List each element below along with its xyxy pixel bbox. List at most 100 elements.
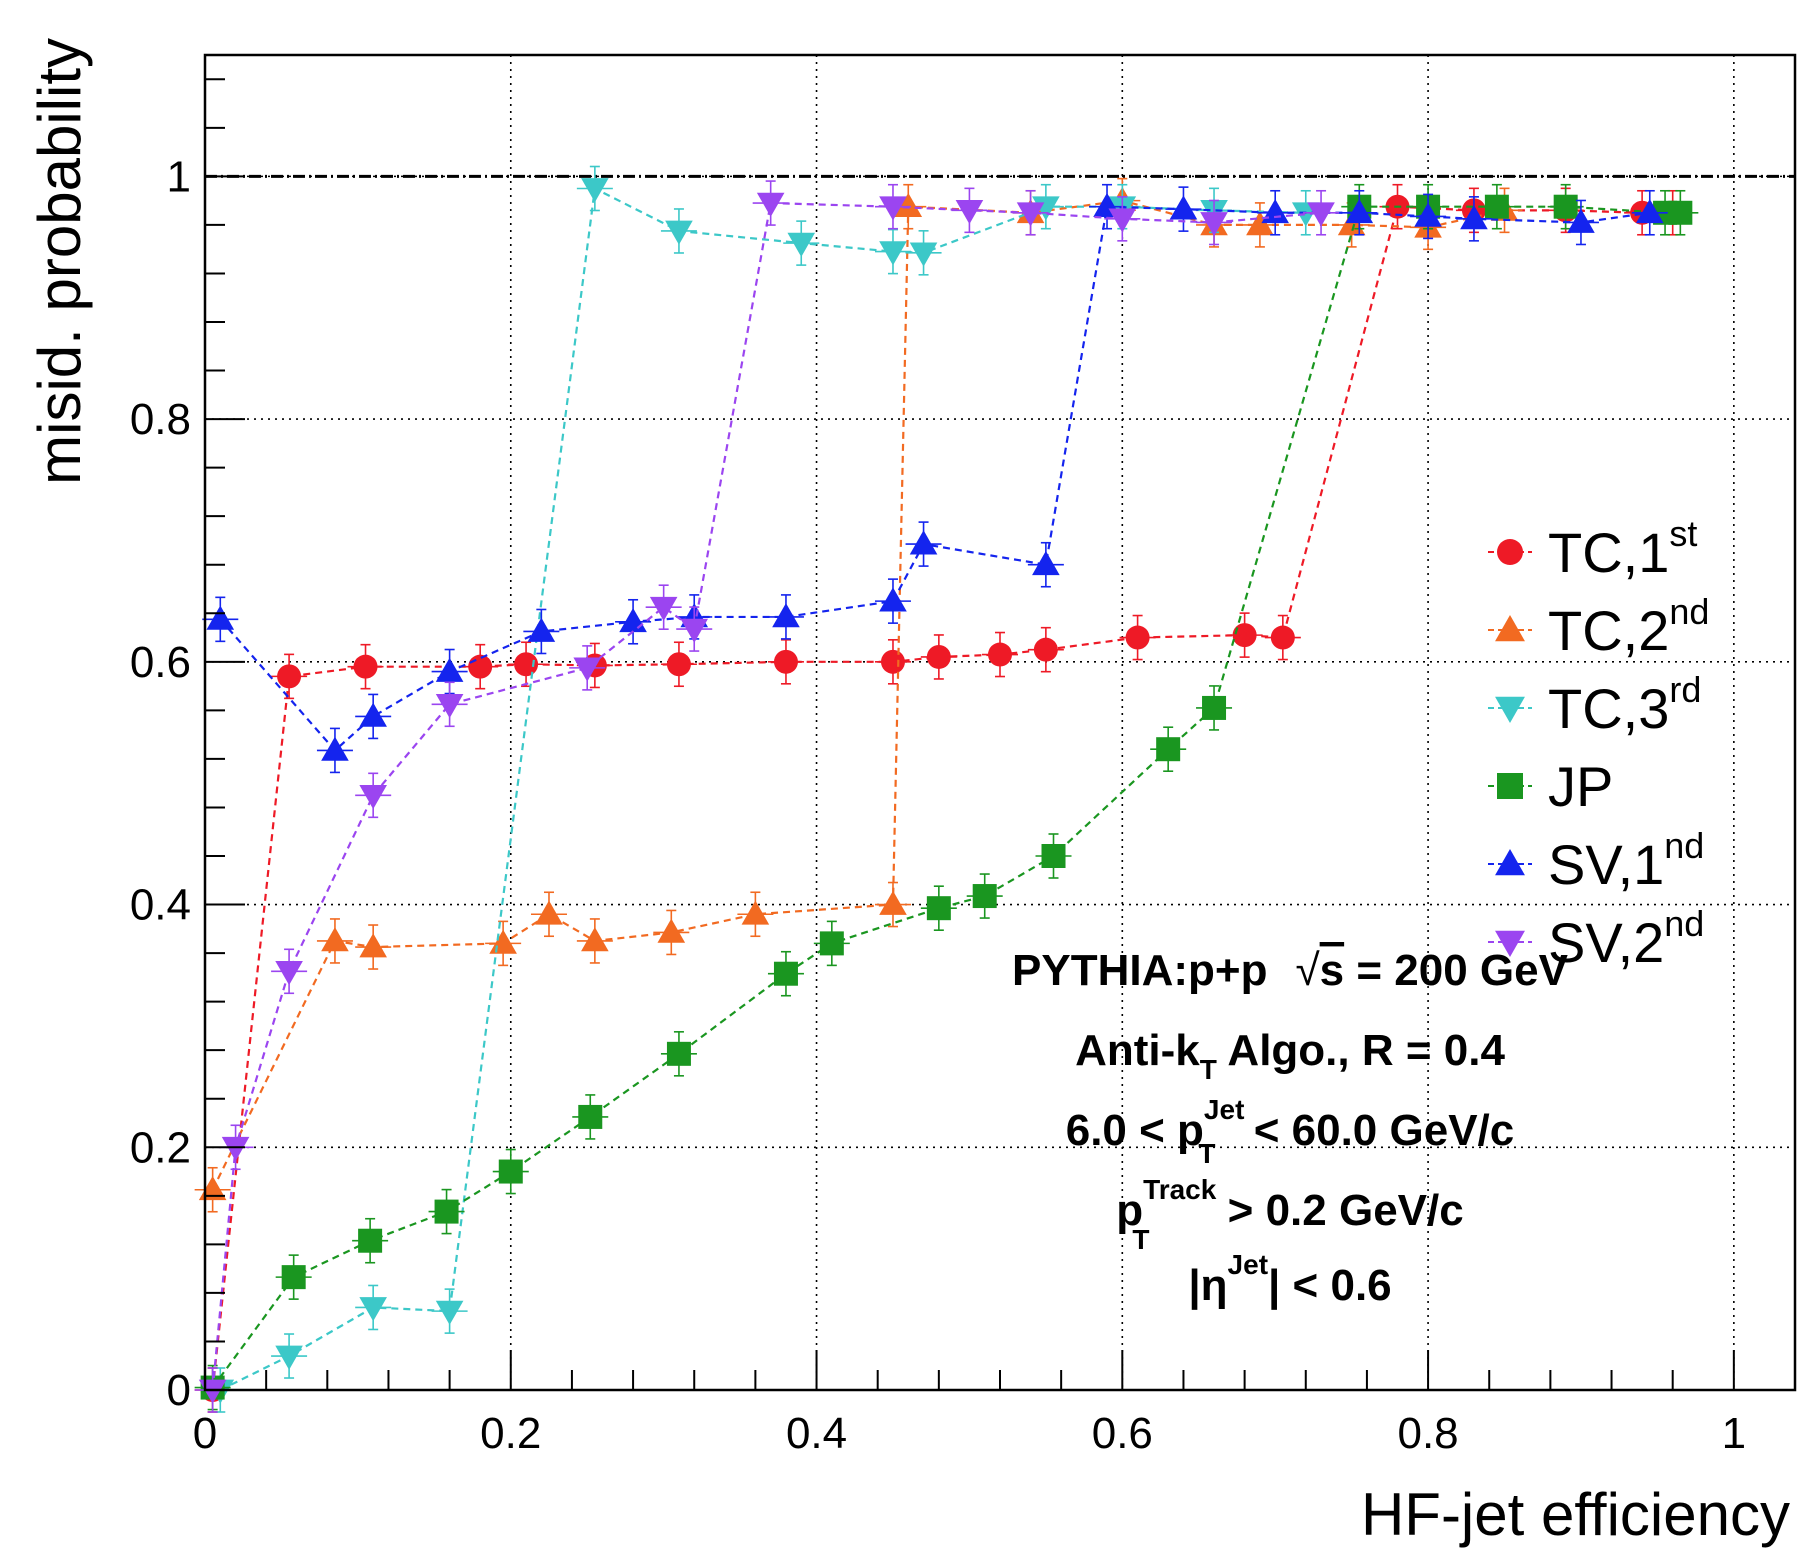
data-point	[955, 199, 984, 225]
data-point	[581, 178, 609, 203]
x-axis-label: HF-jet efficiency	[1361, 1481, 1790, 1548]
data-point	[1553, 194, 1578, 219]
legend-marker	[1495, 930, 1525, 957]
series-layer	[194, 165, 1699, 1413]
data-point	[514, 652, 539, 677]
data-point	[1016, 202, 1045, 227]
x-tick-label: 0.4	[786, 1409, 847, 1458]
data-point	[578, 1104, 603, 1129]
series-sv-1-nd	[202, 183, 1668, 774]
data-point	[1169, 195, 1198, 220]
data-point	[1032, 196, 1060, 221]
series-sv-2-nd	[194, 180, 1340, 1413]
series-tc-1-st	[194, 183, 1691, 1413]
data-point	[435, 1300, 464, 1325]
data-point	[1460, 205, 1488, 230]
data-point	[1200, 212, 1228, 237]
x-tick-label: 0.6	[1092, 1409, 1153, 1458]
data-point	[879, 890, 907, 915]
data-point	[1270, 625, 1295, 650]
data-point	[527, 617, 556, 642]
legend-entry-jp: JP	[1488, 755, 1613, 818]
data-point	[359, 1297, 387, 1322]
data-point	[359, 933, 387, 958]
data-point	[468, 654, 493, 679]
data-point	[665, 220, 693, 245]
x-tick-label: 1	[1722, 1409, 1746, 1458]
sqrt-s: s	[1320, 946, 1344, 995]
tick-labels: 0 0.2 0.4 0.6 0.8 1 0 0.2 0.4 0.6 0.8 1	[130, 152, 1746, 1458]
legend-entry-tc-2-nd: TC,2nd	[1488, 591, 1709, 662]
data-point	[1032, 550, 1060, 576]
data-point	[666, 652, 691, 677]
legend-label: JP	[1548, 755, 1613, 818]
series-line-sv-2-nd	[211, 201, 1322, 1391]
data-point	[1484, 194, 1509, 219]
legend-entry-tc-1-st: TC,1st	[1488, 513, 1697, 584]
data-point	[435, 657, 464, 682]
data-point	[1414, 202, 1442, 227]
data-point	[880, 649, 905, 674]
data-point	[909, 530, 938, 555]
legend-entry-sv-2-nd: SV,2nd	[1488, 903, 1704, 974]
data-point	[281, 1265, 306, 1290]
data-point	[909, 242, 938, 267]
data-point	[1345, 198, 1374, 224]
legend-marker	[1497, 539, 1523, 565]
data-point	[206, 605, 235, 630]
annotation-line-5: |ηJet| < 0.6	[1188, 1249, 1391, 1311]
data-point	[926, 896, 951, 921]
legend-marker	[1495, 849, 1525, 876]
series-line-sv-1-nd	[219, 205, 1650, 752]
data-point	[275, 960, 303, 986]
legend-label: TC,3rd	[1548, 669, 1701, 740]
data-point	[434, 1199, 459, 1224]
data-point	[772, 603, 800, 628]
data-point	[1246, 211, 1274, 236]
annotation-block: PYTHIA:p+p √s = 200 GeV Anti-kT Algo., R …	[1012, 946, 1569, 1311]
series-jp	[194, 183, 1699, 1411]
legend-label: SV,1nd	[1548, 825, 1704, 896]
data-point	[353, 654, 378, 679]
legend-entry-tc-3-rd: TC,3rd	[1488, 669, 1701, 740]
data-point	[879, 196, 907, 221]
data-point	[1202, 695, 1227, 720]
data-point	[275, 1345, 303, 1370]
data-point	[321, 927, 349, 952]
sqrt-symbol: √	[1295, 946, 1320, 995]
data-point	[741, 900, 770, 925]
legend-marker	[1497, 773, 1523, 799]
data-point	[359, 702, 387, 727]
data-point	[926, 644, 951, 669]
data-point	[1232, 623, 1257, 648]
data-point	[1108, 208, 1137, 233]
legend-entry-sv-1-nd: SV,1nd	[1488, 825, 1704, 896]
data-point	[1125, 625, 1150, 650]
legend-label: TC,2nd	[1548, 591, 1709, 662]
data-point	[359, 784, 387, 810]
data-point	[879, 241, 907, 266]
data-point	[894, 192, 923, 218]
data-point	[573, 657, 602, 682]
data-point	[756, 192, 785, 217]
x-tick-label: 0	[193, 1409, 217, 1458]
y-tick-label: 0	[167, 1366, 191, 1415]
x-tick-label: 0.2	[480, 1409, 541, 1458]
y-tick-label: 1	[167, 152, 191, 201]
data-point	[787, 232, 816, 257]
x-tick-label: 0.8	[1397, 1409, 1458, 1458]
data-point	[1307, 202, 1335, 227]
annotation-line-4: pTrack T > 0.2 GeV/c	[1116, 1174, 1463, 1255]
y-tick-label: 0.8	[130, 395, 191, 444]
data-point	[819, 931, 844, 956]
data-point	[1041, 844, 1066, 868]
data-point	[972, 884, 997, 909]
legend-marker	[1495, 696, 1525, 723]
legend-label: SV,2nd	[1548, 903, 1704, 974]
data-point	[435, 693, 464, 719]
data-point	[489, 929, 517, 954]
data-point	[498, 1159, 523, 1184]
annotation-line-2: Anti-kT Algo., R = 0.4	[1075, 1026, 1505, 1085]
data-point	[988, 642, 1012, 667]
